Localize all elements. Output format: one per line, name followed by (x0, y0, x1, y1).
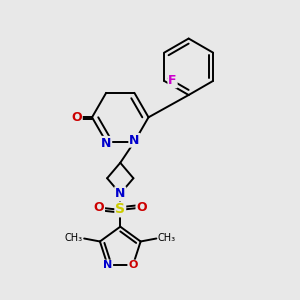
Text: O: O (71, 111, 82, 124)
Text: O: O (94, 202, 104, 214)
Text: O: O (136, 202, 147, 214)
Text: N: N (101, 137, 111, 150)
Text: F: F (168, 74, 177, 87)
Text: S: S (115, 202, 125, 216)
Text: N: N (129, 134, 140, 147)
Text: CH₃: CH₃ (158, 233, 176, 244)
Text: CH₃: CH₃ (64, 233, 83, 244)
Text: O: O (128, 260, 137, 270)
Text: N: N (115, 187, 125, 200)
Text: N: N (103, 260, 112, 270)
